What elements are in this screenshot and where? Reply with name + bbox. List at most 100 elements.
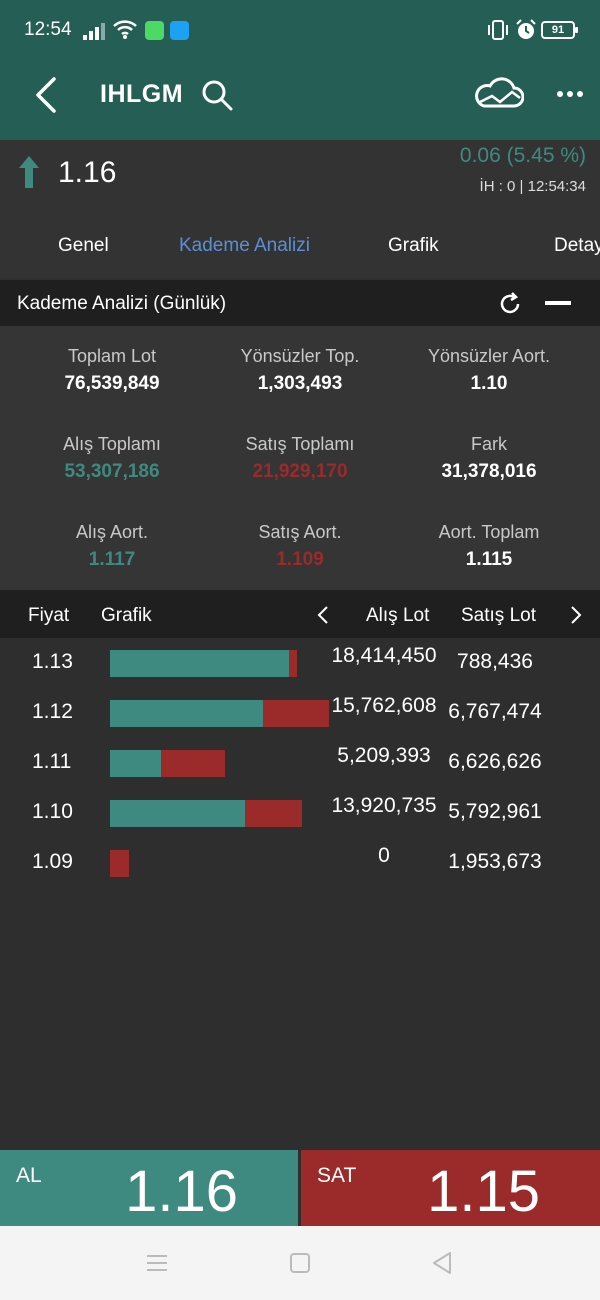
depth-bar bbox=[110, 650, 297, 677]
buy-bar bbox=[110, 750, 161, 777]
price-up-arrow-icon bbox=[19, 156, 39, 188]
depth-bar bbox=[110, 850, 129, 877]
row-sell-lot: 5,792,961 bbox=[448, 800, 542, 823]
stat-label: Alış Aort. bbox=[75, 522, 149, 542]
stats-panel: Toplam Lot 76,539,849 Yönsüzler Top. 1,3… bbox=[0, 326, 600, 590]
sell-bar bbox=[110, 850, 129, 877]
row-price: 1.12 bbox=[32, 700, 73, 723]
table-row[interactable]: 1.09 0 1,953,673 bbox=[0, 838, 600, 888]
stat-value: 1.117 bbox=[88, 549, 136, 570]
home-icon[interactable] bbox=[287, 1250, 313, 1276]
battery-icon: 91 bbox=[541, 21, 578, 39]
tab-grafik[interactable]: Grafik bbox=[388, 235, 439, 256]
stat-yonsuzler-aort: Yönsüzler Aort. 1.10 bbox=[389, 346, 589, 395]
message-app-icon bbox=[145, 21, 164, 40]
stat-value: 1.10 bbox=[470, 373, 508, 394]
collapse-icon[interactable] bbox=[545, 301, 571, 305]
tab-genel[interactable]: Genel bbox=[58, 235, 109, 256]
depth-bar bbox=[110, 700, 329, 727]
row-sell-lot: 1,953,673 bbox=[448, 850, 542, 873]
row-sell-lot: 6,767,474 bbox=[448, 700, 542, 723]
stat-label: Toplam Lot bbox=[67, 346, 157, 366]
status-time: 12:54 bbox=[24, 19, 72, 40]
sell-bar bbox=[263, 700, 329, 727]
more-icon[interactable] bbox=[555, 84, 585, 104]
menu-icon[interactable] bbox=[144, 1250, 170, 1276]
tab-detay[interactable]: Detay bbox=[554, 235, 600, 256]
stat-value: 21,929,170 bbox=[252, 461, 348, 482]
tab-bar: Genel Kademe Analizi Grafik Detay bbox=[0, 208, 600, 278]
sell-bar bbox=[288, 650, 297, 677]
stat-value: 1,303,493 bbox=[257, 373, 343, 394]
depth-bar bbox=[110, 750, 226, 777]
stat-yonsuzler-top: Yönsüzler Top. 1,303,493 bbox=[200, 346, 400, 395]
row-buy-lot: 13,920,735 bbox=[331, 794, 437, 817]
cloud-chart-icon[interactable] bbox=[474, 74, 524, 114]
stat-fark: Fark 31,378,016 bbox=[389, 434, 589, 483]
sell-bar bbox=[160, 750, 226, 777]
refresh-icon[interactable] bbox=[497, 291, 523, 317]
row-buy-lot: 5,209,393 bbox=[337, 744, 431, 767]
table-row[interactable]: 1.12 15,762,608 6,767,474 bbox=[0, 688, 600, 738]
table-header: Fiyat Grafik Alış Lot Satış Lot bbox=[0, 590, 600, 638]
row-buy-lot: 18,414,450 bbox=[331, 644, 437, 667]
depth-bar bbox=[110, 800, 302, 827]
depth-table: 1.13 18,414,450 788,436 1.12 15,762,608 … bbox=[0, 638, 600, 1150]
table-row[interactable]: 1.13 18,414,450 788,436 bbox=[0, 638, 600, 688]
chevron-right-icon[interactable] bbox=[569, 605, 583, 625]
buy-bar bbox=[110, 650, 289, 677]
stat-alis-aort: Alış Aort. 1.117 bbox=[12, 522, 212, 571]
stat-label: Satış Toplamı bbox=[245, 434, 355, 454]
buy-bar bbox=[110, 800, 246, 827]
col-header-sell-lot: Satış Lot bbox=[461, 605, 536, 626]
stat-label: Yönsüzler Top. bbox=[240, 346, 360, 366]
row-price: 1.13 bbox=[32, 650, 73, 673]
stat-label: Aort. Toplam bbox=[438, 522, 540, 542]
col-header-chart: Grafik bbox=[101, 605, 152, 626]
sell-price: 1.15 bbox=[427, 1159, 540, 1224]
sell-bar bbox=[245, 800, 302, 827]
buy-button[interactable]: AL 1.16 bbox=[0, 1150, 298, 1226]
wifi-icon bbox=[113, 20, 137, 39]
twitter-app-icon bbox=[170, 21, 189, 40]
price-change: 0.06 (5.45 %) bbox=[459, 144, 586, 167]
stat-alis-toplami: Alış Toplamı 53,307,186 bbox=[12, 434, 212, 483]
stat-aort-toplam: Aort. Toplam 1.115 bbox=[389, 522, 589, 571]
stat-label: Fark bbox=[471, 434, 507, 454]
buy-label: AL bbox=[16, 1164, 42, 1187]
stat-satis-toplami: Satış Toplamı 21,929,170 bbox=[200, 434, 400, 483]
table-row[interactable]: 1.11 5,209,393 6,626,626 bbox=[0, 738, 600, 788]
buy-bar bbox=[110, 700, 264, 727]
stat-label: Satış Aort. bbox=[258, 522, 342, 542]
row-sell-lot: 788,436 bbox=[457, 650, 533, 673]
stat-satis-aort: Satış Aort. 1.109 bbox=[200, 522, 400, 571]
last-price: 1.16 bbox=[58, 156, 117, 189]
tab-kademe-analizi[interactable]: Kademe Analizi bbox=[179, 235, 310, 256]
status-bar: 12:54 91 bbox=[0, 0, 600, 60]
row-sell-lot: 6,626,626 bbox=[448, 750, 542, 773]
col-header-buy-lot: Alış Lot bbox=[366, 605, 430, 626]
back-arrow-icon[interactable] bbox=[30, 75, 60, 115]
row-price: 1.11 bbox=[32, 750, 72, 773]
chevron-left-icon[interactable] bbox=[316, 605, 330, 625]
col-header-price: Fiyat bbox=[28, 605, 70, 626]
table-row[interactable]: 1.10 13,920,735 5,792,961 bbox=[0, 788, 600, 838]
quote-row: 1.16 0.06 (5.45 %) İH : 0 | 12:54:34 bbox=[0, 140, 600, 208]
signal-icon bbox=[83, 23, 105, 40]
stat-label: Alış Toplamı bbox=[63, 434, 161, 454]
quote-info: İH : 0 | 12:54:34 bbox=[479, 178, 586, 195]
back-icon[interactable] bbox=[429, 1250, 455, 1276]
row-price: 1.09 bbox=[32, 850, 73, 873]
stat-label: Yönsüzler Aort. bbox=[427, 346, 551, 366]
search-icon[interactable] bbox=[200, 78, 234, 112]
sell-label: SAT bbox=[317, 1164, 357, 1187]
stat-value: 53,307,186 bbox=[64, 461, 160, 482]
sell-button[interactable]: SAT 1.15 bbox=[301, 1150, 600, 1226]
stat-toplam-lot: Toplam Lot 76,539,849 bbox=[12, 346, 212, 395]
stat-value: 31,378,016 bbox=[441, 461, 537, 482]
stat-value: 1.109 bbox=[276, 549, 324, 570]
stat-value: 76,539,849 bbox=[64, 373, 160, 394]
stat-value: 1.115 bbox=[465, 549, 513, 570]
section-header: Kademe Analizi (Günlük) bbox=[0, 280, 600, 326]
row-buy-lot: 0 bbox=[378, 844, 390, 867]
